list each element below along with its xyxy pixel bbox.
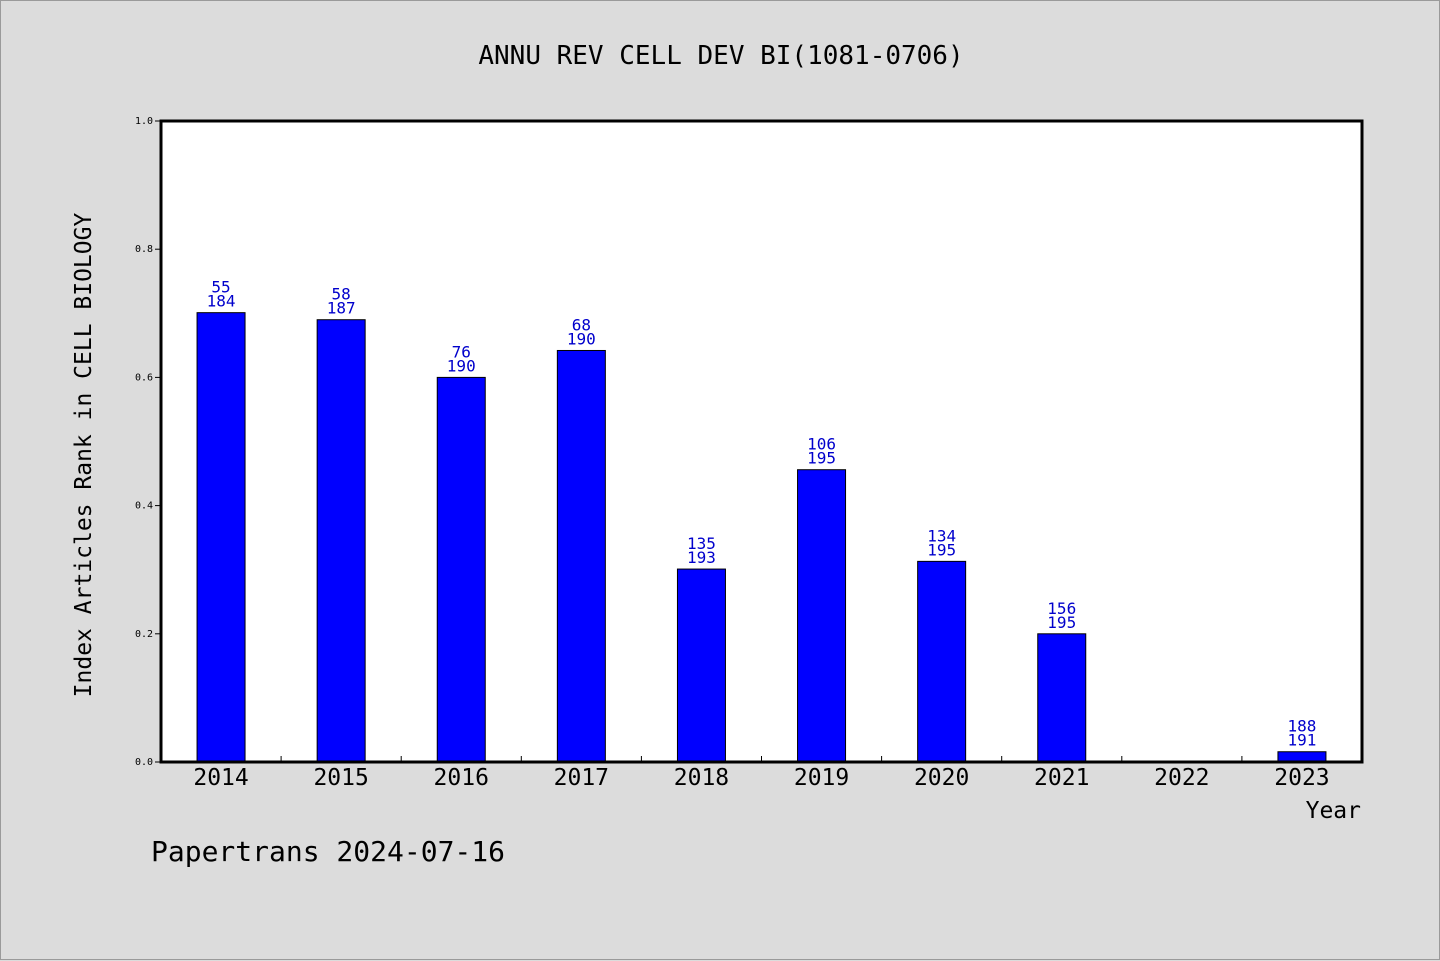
y-axis-label: Index Articles Rank in CELL BIOLOGY — [71, 213, 97, 698]
bar-total-label: 191 — [1287, 731, 1316, 750]
bar-total-label: 195 — [927, 540, 956, 559]
x-tick-label: 2014 — [193, 765, 248, 791]
x-tick-label: 2015 — [313, 765, 368, 791]
bar-rank-label: 106 — [807, 435, 836, 454]
x-tick-label: 2017 — [554, 765, 609, 791]
plot-border — [159, 119, 1364, 764]
x-tick-label: 2022 — [1154, 765, 1209, 791]
bar-rank-label: 55 — [211, 278, 230, 297]
bar-total-label: 187 — [327, 299, 356, 318]
bar-rank-label: 134 — [927, 526, 956, 545]
y-tick-label: 0.8 — [135, 244, 153, 255]
bar-rank-label: 68 — [572, 315, 591, 334]
bar — [1277, 751, 1327, 763]
chart-title: ANNU REV CELL DEV BI(1081-0706) — [478, 41, 963, 71]
bar-rank-label: 76 — [452, 342, 471, 361]
bar-rank-label: 135 — [687, 534, 716, 553]
bar-rank-label: 188 — [1287, 717, 1316, 736]
bar-rank-label: 58 — [332, 285, 351, 304]
y-tick-label: 0.4 — [135, 501, 153, 512]
bar-total-label: 190 — [447, 356, 476, 375]
bar — [316, 319, 366, 763]
bar — [556, 349, 606, 763]
y-tick-label: 0.6 — [135, 372, 153, 383]
bar — [797, 469, 847, 763]
x-axis-label: Year — [1306, 798, 1361, 824]
bar-total-label: 190 — [567, 329, 596, 348]
bar-total-label: 195 — [807, 449, 836, 468]
bar — [436, 376, 486, 763]
x-tick-label: 2018 — [674, 765, 729, 791]
bar — [196, 312, 246, 763]
x-tick-label: 2019 — [794, 765, 849, 791]
x-tick-label: 2020 — [914, 765, 969, 791]
y-tick-label: 0.2 — [135, 629, 153, 640]
bar — [917, 560, 967, 763]
bar-total-label: 195 — [1047, 613, 1076, 632]
bar-total-label: 193 — [687, 548, 716, 567]
y-tick-label: 1.0 — [135, 116, 153, 127]
x-tick-label: 2016 — [434, 765, 489, 791]
x-tick-label: 2021 — [1034, 765, 1089, 791]
bar — [1037, 633, 1087, 763]
x-tick-label: 2023 — [1274, 765, 1329, 791]
bar — [676, 568, 726, 763]
footer-watermark: Papertrans 2024-07-16 — [151, 835, 506, 868]
bar-total-label: 184 — [207, 292, 236, 311]
y-tick-label: 0.0 — [135, 757, 153, 768]
bar-rank-label: 156 — [1047, 599, 1076, 618]
